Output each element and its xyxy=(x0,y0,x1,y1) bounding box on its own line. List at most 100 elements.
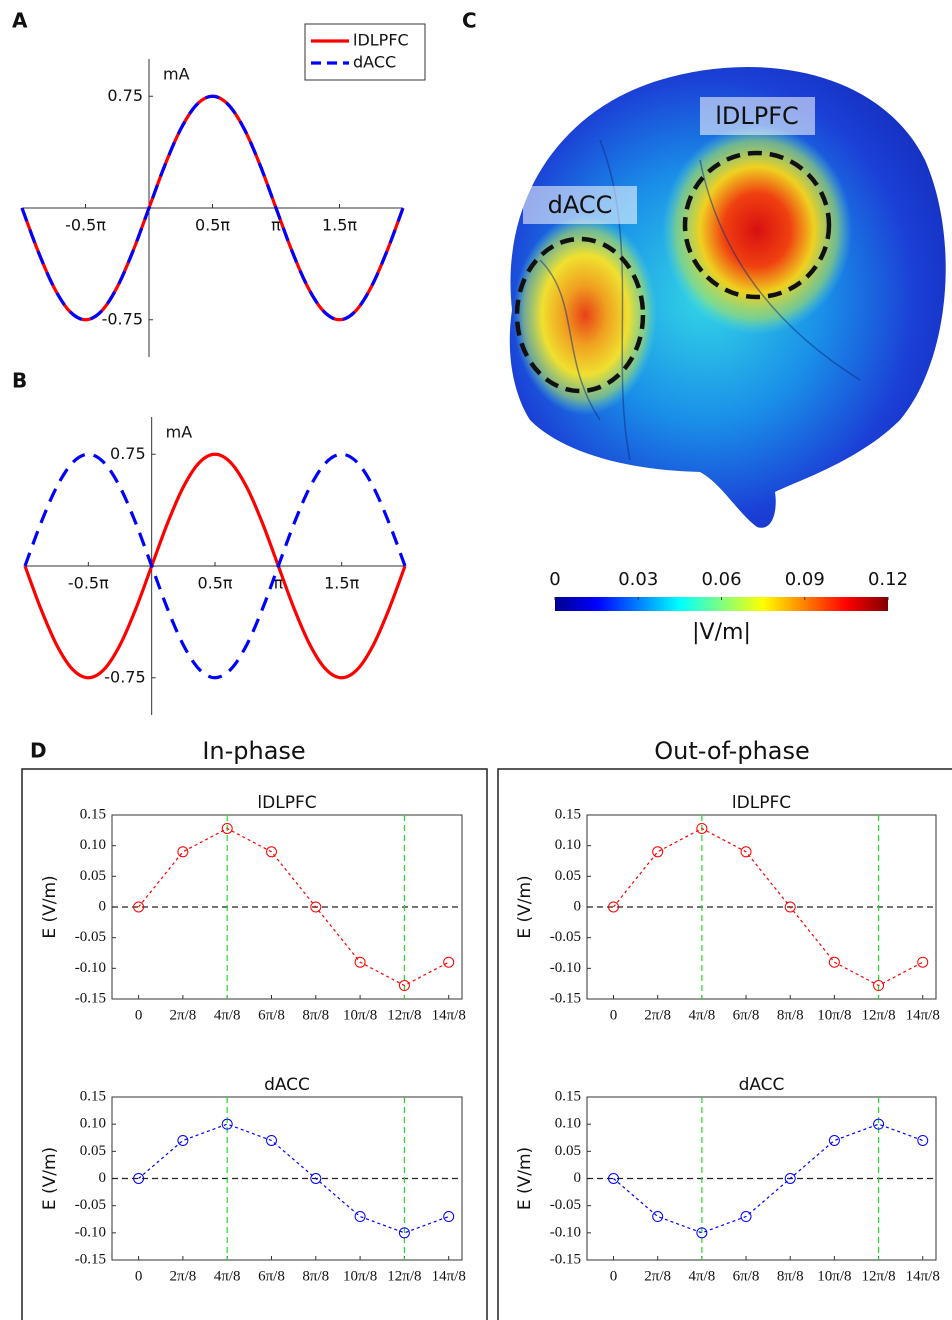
group-title: In-phase xyxy=(202,737,305,765)
y-tick-label: -0.05 xyxy=(75,1197,106,1213)
data-point xyxy=(828,1134,840,1146)
y-axis-label: mA xyxy=(163,65,190,84)
x-tick-label: 10π/8 xyxy=(817,1268,851,1284)
y-tick-label: -0.05 xyxy=(550,1197,581,1213)
x-tick-label: π xyxy=(271,216,281,235)
x-tick-label: 12π/8 xyxy=(861,1007,895,1023)
x-tick-label: 8π/8 xyxy=(777,1268,804,1284)
y-tick-label: 0.05 xyxy=(80,1143,106,1159)
x-tick-label: -0.5π xyxy=(65,216,106,235)
y-tick-label: -0.75 xyxy=(104,667,145,686)
x-tick-label: -0.5π xyxy=(68,574,109,593)
x-tick-label: 4π/8 xyxy=(688,1007,715,1023)
label-box xyxy=(700,97,815,135)
chart-title: lDLPFC xyxy=(257,793,316,813)
x-tick-label: 0 xyxy=(610,1268,618,1284)
data-point xyxy=(652,1211,664,1223)
brain-image: lDLPFC dACC xyxy=(509,66,946,528)
x-tick-label: 2π/8 xyxy=(170,1007,197,1023)
x-tick-label: 14π/8 xyxy=(432,1268,466,1284)
y-tick-label: 0.10 xyxy=(80,837,106,853)
data-point xyxy=(740,1211,752,1223)
x-tick-label: 8π/8 xyxy=(777,1007,804,1023)
x-tick-label: 0.5π xyxy=(197,574,232,593)
x-tick-label: 6π/8 xyxy=(258,1007,285,1023)
series-line xyxy=(613,1123,923,1234)
data-point xyxy=(265,1134,277,1146)
data-point xyxy=(608,1173,620,1184)
x-tick-label: 6π/8 xyxy=(733,1007,760,1023)
y-tick-label: 0.10 xyxy=(555,1116,581,1132)
data-point xyxy=(740,846,752,858)
data-point xyxy=(443,956,455,968)
y-tick-label: -0.10 xyxy=(550,960,581,976)
x-tick-label: 4π/8 xyxy=(214,1007,241,1023)
x-tick-label: π xyxy=(274,574,284,593)
x-tick-label: 2π/8 xyxy=(644,1268,671,1284)
x-tick-label: 12π/8 xyxy=(387,1007,421,1023)
y-tick-label: 0.75 xyxy=(107,86,143,105)
y-axis-label: E (V/m) xyxy=(40,875,60,938)
x-tick-label: 10π/8 xyxy=(817,1007,851,1023)
y-tick-label: -0.10 xyxy=(75,960,106,976)
data-point xyxy=(652,846,664,858)
y-tick-label: 0.15 xyxy=(80,806,106,822)
data-point xyxy=(177,846,189,858)
data-point xyxy=(265,846,277,858)
y-tick-label: -0.05 xyxy=(75,929,106,945)
y-tick-label: -0.15 xyxy=(550,990,581,1006)
data-point xyxy=(873,1118,885,1130)
y-tick-label: -0.10 xyxy=(550,1224,581,1240)
x-tick-label: 1.5π xyxy=(324,574,359,593)
data-point xyxy=(696,1227,708,1239)
chart-title: dACC xyxy=(264,1075,310,1095)
y-tick-label: 0.15 xyxy=(555,806,581,822)
y-tick-label: 0.10 xyxy=(555,837,581,853)
x-tick-label: 8π/8 xyxy=(302,1007,329,1023)
y-tick-label: 0 xyxy=(99,1170,107,1186)
y-axis-label: E (V/m) xyxy=(515,875,535,938)
group-frame xyxy=(497,768,952,1320)
data-point xyxy=(917,1134,929,1146)
series-line xyxy=(613,827,924,987)
roi-label: lDLPFC xyxy=(715,102,799,130)
x-tick-label: 0.5π xyxy=(195,216,230,235)
chart-title: lDLPFC xyxy=(732,793,791,813)
roi-circle xyxy=(514,236,646,394)
data-point xyxy=(310,901,322,913)
y-tick-label: 0.05 xyxy=(555,1143,581,1159)
series-line xyxy=(138,827,449,987)
y-tick-label: 0.15 xyxy=(80,1088,106,1104)
y-tick-label: 0.15 xyxy=(555,1088,581,1104)
colorbar-tick-label: 0.09 xyxy=(785,569,825,590)
label-box xyxy=(523,186,637,224)
x-tick-label: 4π/8 xyxy=(688,1268,715,1284)
y-tick-label: -0.15 xyxy=(550,1251,581,1267)
x-tick-label: 2π/8 xyxy=(170,1268,197,1284)
x-tick-label: 8π/8 xyxy=(302,1268,329,1284)
y-axis-label: mA xyxy=(166,423,193,442)
data-point xyxy=(354,956,366,968)
colorbar-tick-label: 0.06 xyxy=(701,569,741,590)
y-tick-label: 0.75 xyxy=(110,444,146,463)
group-frame xyxy=(21,768,488,1320)
data-point xyxy=(133,901,145,913)
data-point xyxy=(221,1118,233,1130)
colorbar xyxy=(555,597,888,611)
colorbar-tick-label: 0.12 xyxy=(868,569,908,590)
x-tick-label: 14π/8 xyxy=(906,1268,940,1284)
y-tick-label: 0 xyxy=(574,1170,582,1186)
x-tick-label: 14π/8 xyxy=(432,1007,466,1023)
chart-title: dACC xyxy=(739,1075,785,1095)
colorbar-tick-label: 0 xyxy=(549,569,560,590)
x-tick-label: 14π/8 xyxy=(906,1007,940,1023)
y-tick-label: 0.05 xyxy=(555,868,581,884)
y-tick-label: -0.10 xyxy=(75,1224,106,1240)
x-tick-label: 2π/8 xyxy=(644,1007,671,1023)
series-line xyxy=(23,452,407,680)
panel-label: B xyxy=(12,369,27,393)
data-point xyxy=(398,1227,410,1239)
y-tick-label: -0.15 xyxy=(75,1251,106,1267)
